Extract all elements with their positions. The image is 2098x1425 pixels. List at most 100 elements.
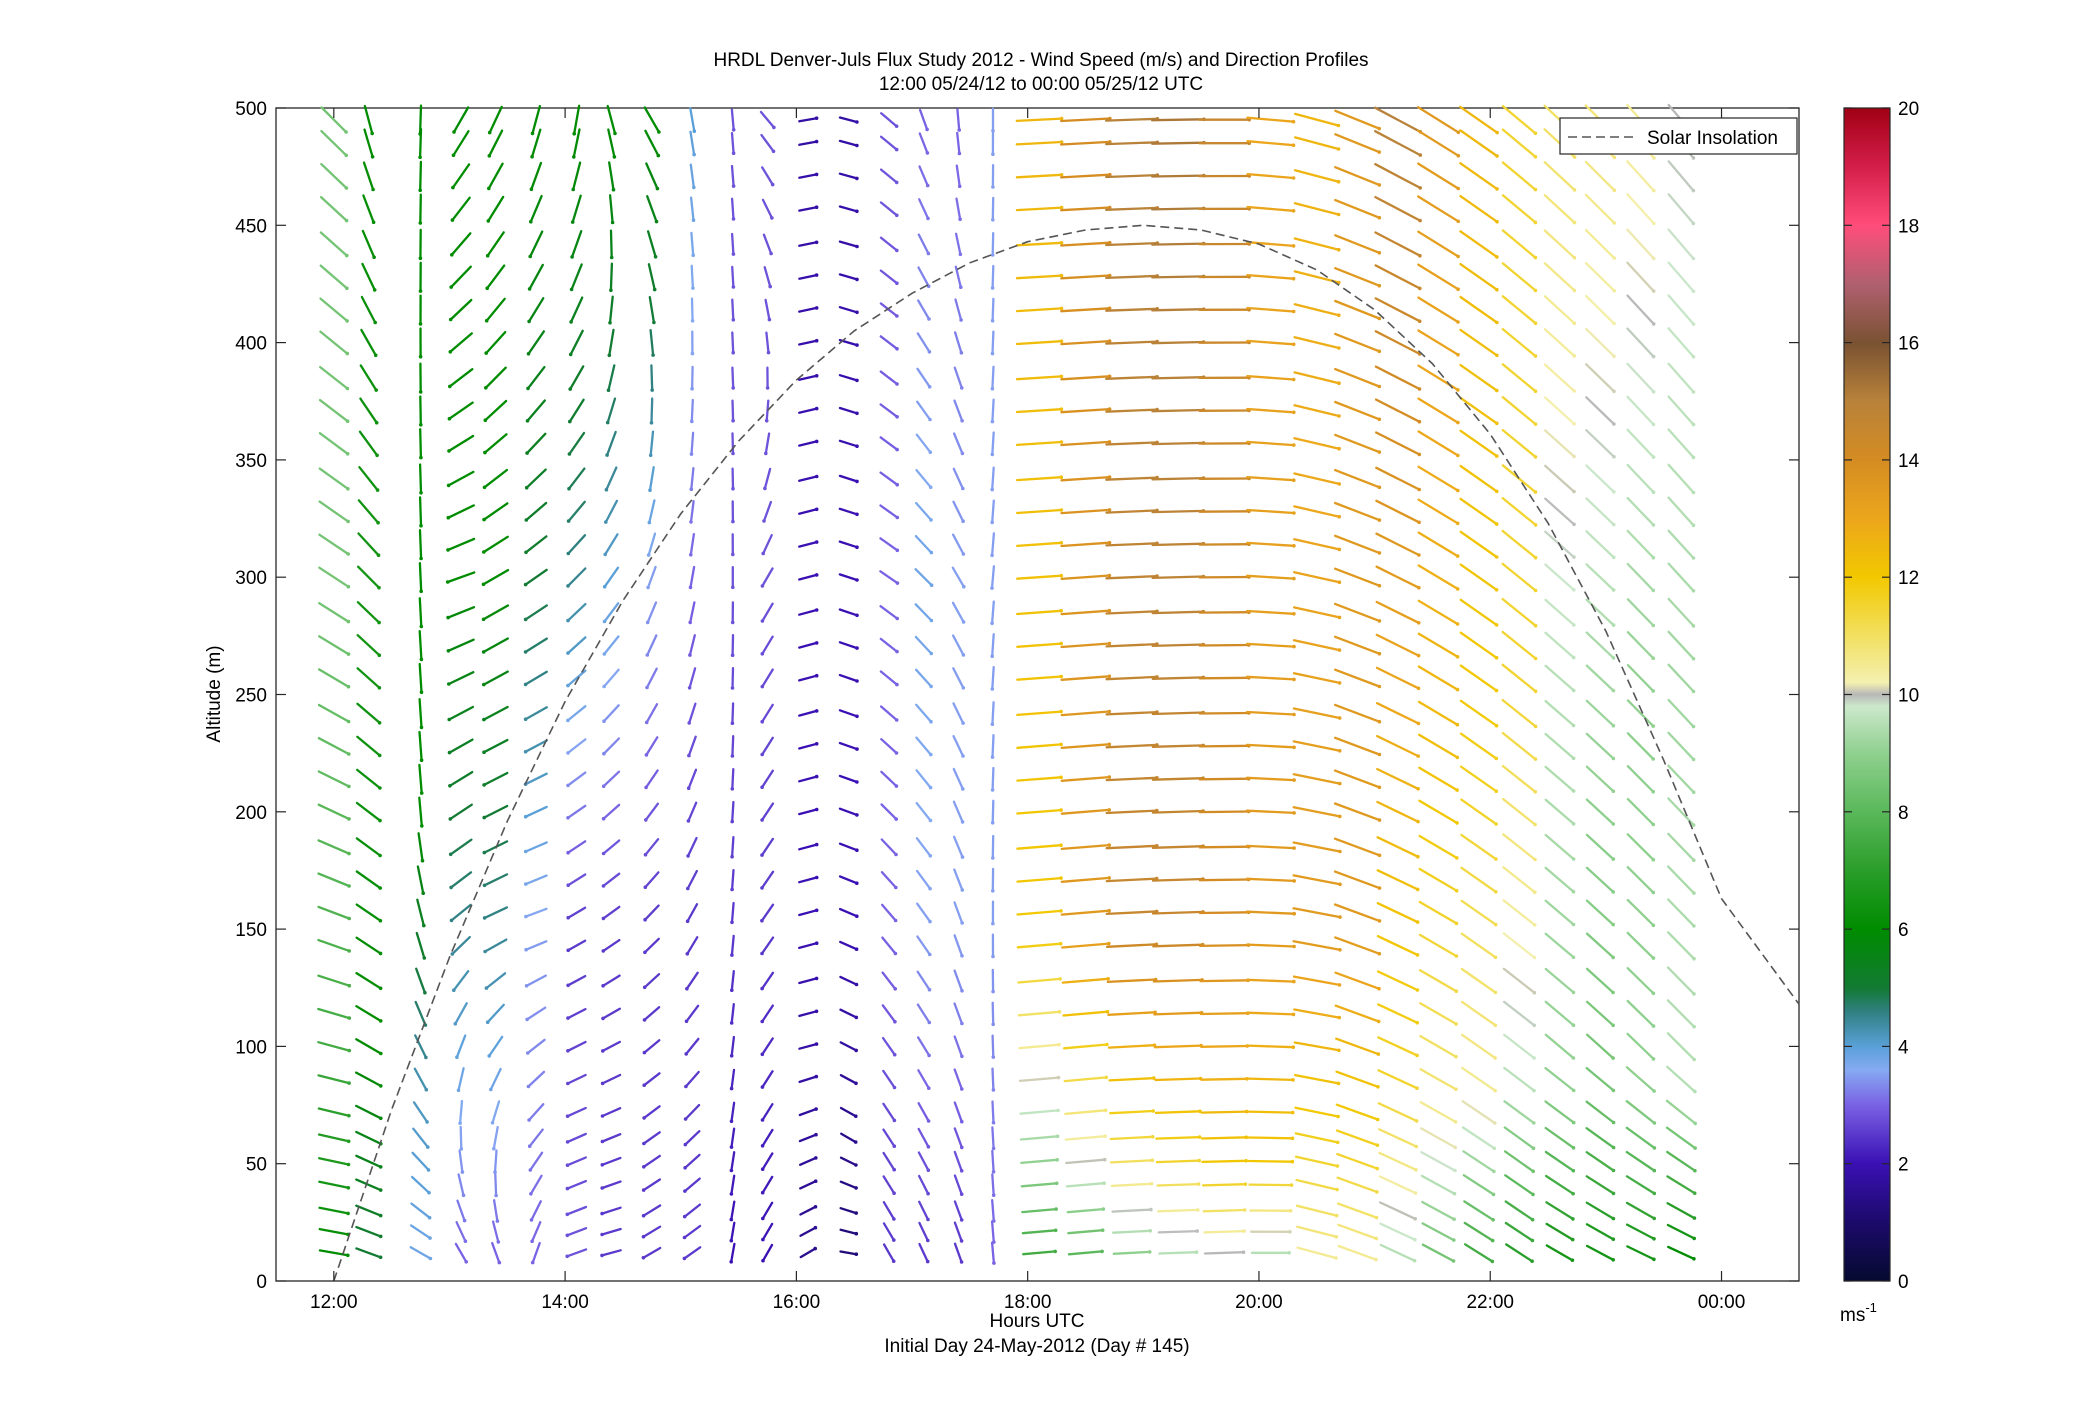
wind-barb <box>1420 1151 1457 1172</box>
wind-barb-head <box>1571 822 1576 826</box>
wind-barb <box>602 704 620 723</box>
wind-barb-head <box>1417 487 1421 492</box>
wind-barb <box>418 629 423 661</box>
wind-barb-head <box>648 488 652 493</box>
wind-barb <box>1334 299 1381 320</box>
wind-barb-head <box>960 855 965 859</box>
wind-barb-head <box>764 451 768 456</box>
wind-barb <box>418 104 423 136</box>
wind-barb-head <box>651 353 655 357</box>
wind-barb-head <box>1572 588 1576 592</box>
wind-barb-head <box>495 1219 500 1223</box>
wind-barb <box>450 232 472 256</box>
wind-barb <box>357 532 380 557</box>
wind-barb <box>761 1070 774 1089</box>
wind-barb-head <box>691 286 695 290</box>
wind-barb-head <box>926 1168 931 1172</box>
colorbar-tick-label: 14 <box>1898 451 1920 472</box>
wind-barb-head <box>1377 183 1382 187</box>
wind-barb <box>1292 874 1342 886</box>
wind-barb <box>570 230 583 259</box>
wind-barb-head <box>1531 1192 1535 1197</box>
wind-barb <box>601 1156 622 1166</box>
wind-barb <box>1150 118 1206 122</box>
wind-barb <box>1626 664 1655 693</box>
wind-barb-head <box>1652 1216 1656 1221</box>
wind-barb-head <box>1533 822 1537 827</box>
wind-barb-head <box>611 187 616 192</box>
wind-barb-head <box>1417 585 1421 590</box>
wind-barb <box>414 1000 427 1027</box>
colorbar-tick-label: 6 <box>1898 920 1909 941</box>
wind-barb <box>1151 643 1205 648</box>
wind-barb-head <box>1492 1146 1497 1151</box>
wind-barb-head <box>1338 814 1342 819</box>
wind-barb <box>530 161 543 191</box>
wind-barb-head <box>419 589 424 594</box>
wind-barb <box>447 470 475 487</box>
wind-barb <box>1333 602 1381 623</box>
wind-barb-head <box>1571 1120 1576 1125</box>
wind-barb <box>1333 534 1381 555</box>
wind-barb-head <box>1651 757 1655 761</box>
wind-barb <box>1015 173 1063 179</box>
wind-barb <box>1333 501 1381 522</box>
wind-barb <box>318 602 350 623</box>
wind-barb <box>798 909 818 917</box>
wind-barb <box>953 1221 963 1243</box>
wind-barb <box>524 637 548 654</box>
wind-barb-head <box>1532 990 1537 995</box>
plot-frame <box>275 107 1800 1282</box>
wind-barb <box>1626 631 1655 660</box>
wind-barb-head <box>452 130 456 134</box>
wind-barb-head <box>685 919 690 923</box>
wind-barb-head <box>928 886 932 891</box>
wind-barb <box>319 264 349 290</box>
wind-barb-head <box>991 1088 996 1092</box>
wind-barb <box>1544 1100 1575 1124</box>
wind-barb-head <box>1691 656 1696 661</box>
wind-barb-head <box>762 519 766 523</box>
wind-barb-head <box>524 914 528 919</box>
colorbar-tick-label: 16 <box>1898 334 1919 355</box>
wind-barb-head <box>960 1021 964 1026</box>
wind-barb-head <box>1652 1257 1656 1262</box>
wind-barb-head <box>525 451 529 455</box>
wind-barb-head <box>1415 988 1420 992</box>
wind-barb-head <box>1495 154 1499 158</box>
wind-barb <box>1154 1077 1202 1082</box>
wind-barb <box>524 907 548 918</box>
wind-barb <box>1016 710 1063 717</box>
wind-barb-head <box>767 317 772 322</box>
wind-barb-head <box>929 752 933 757</box>
wind-barb <box>1459 363 1498 392</box>
wind-barb <box>1421 1243 1455 1263</box>
wind-barb-head <box>346 1211 350 1216</box>
wind-barb-head <box>894 852 898 857</box>
wind-barb <box>798 173 818 179</box>
wind-barb-head <box>644 753 649 757</box>
wind-barb-head <box>446 649 451 653</box>
wind-barb-head <box>957 151 962 156</box>
wind-barb <box>1378 1175 1417 1195</box>
wind-barb <box>952 432 964 455</box>
wind-barb-head <box>729 1086 734 1091</box>
wind-barb-head <box>961 620 966 624</box>
wind-barb <box>1667 193 1695 225</box>
wind-barb <box>690 264 695 290</box>
wind-barb-head <box>527 1118 531 1122</box>
wind-barb-head <box>609 288 613 293</box>
wind-barb <box>761 1152 774 1171</box>
wind-barb <box>1016 909 1063 916</box>
wind-barb <box>684 1103 701 1121</box>
wind-barb <box>917 1069 930 1090</box>
wind-barb-head <box>928 485 933 490</box>
wind-barb-head <box>566 718 570 723</box>
wind-barb <box>566 771 587 787</box>
wind-barb <box>1667 261 1695 293</box>
wind-barb <box>1105 340 1159 345</box>
wind-barb <box>1151 744 1205 748</box>
wind-barb <box>730 1200 736 1221</box>
wind-barb <box>916 332 931 353</box>
wind-barb-head <box>927 987 932 992</box>
